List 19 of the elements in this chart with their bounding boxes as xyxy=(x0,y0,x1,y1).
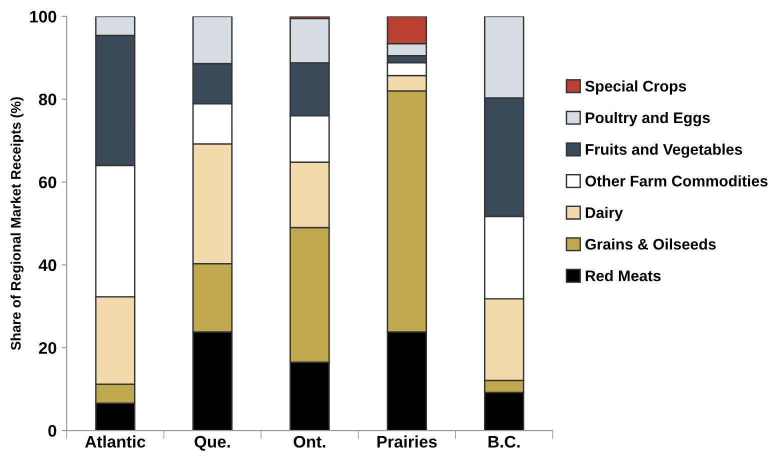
legend-label: Other Farm Commodities xyxy=(585,175,768,186)
legend-label: Fruits and Vegetables xyxy=(586,144,742,158)
x-tick-label: Ont. xyxy=(294,436,326,448)
x-tick-label: B.C. xyxy=(488,436,520,448)
y-axis-title: Share of Regional Market Receipts (%) xyxy=(10,97,24,350)
legend-label: Red Meats xyxy=(586,270,661,282)
y-tick-label: 80 xyxy=(38,94,56,106)
y-tick-label: 40 xyxy=(38,259,56,272)
x-tick-label: Que. xyxy=(194,436,230,451)
x-tick-label: Atlantic xyxy=(85,435,146,448)
legend-label: Special Crops xyxy=(585,80,686,95)
y-tick-label: 20 xyxy=(38,342,56,354)
y-tick-label: 100 xyxy=(30,10,56,23)
y-tick-label: 0 xyxy=(48,424,56,437)
legend-label: Poultry and Eggs xyxy=(586,112,710,126)
legend-label: Grains & Oilseeds xyxy=(585,238,716,250)
legend-label: Dairy xyxy=(586,206,623,222)
x-tick-label: Prairies xyxy=(377,435,437,448)
y-tick-label: 60 xyxy=(38,176,56,188)
